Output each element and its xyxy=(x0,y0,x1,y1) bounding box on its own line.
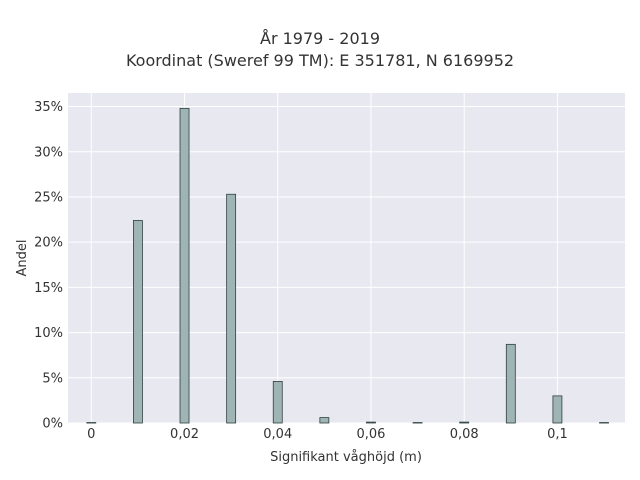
chart-subtitle: Koordinat (Sweref 99 TM): E 351781, N 61… xyxy=(125,51,515,70)
bar xyxy=(179,107,190,424)
y-tick-label: 20% xyxy=(34,236,63,251)
x-tick-label: 0,1 xyxy=(547,427,568,442)
y-tick-label: 10% xyxy=(34,326,63,341)
plot-area xyxy=(68,93,625,423)
y-axis-label: Andel xyxy=(15,240,30,277)
bar xyxy=(599,422,609,424)
chart-title: År 1979 - 2019 xyxy=(260,29,380,48)
y-tick-label: 5% xyxy=(42,371,63,386)
bar xyxy=(552,395,563,424)
x-tick-label: 0,06 xyxy=(356,427,385,442)
bar xyxy=(505,343,516,424)
y-tick-label: 35% xyxy=(34,100,63,115)
x-tick-label: 0,04 xyxy=(263,427,292,442)
y-tick-label: 15% xyxy=(34,281,63,296)
bar xyxy=(226,193,237,424)
y-tick-label: 0% xyxy=(42,417,63,432)
x-axis-label: Signifikant våghöjd (m) xyxy=(270,450,422,465)
bar xyxy=(86,422,97,424)
x-tick-label: 0,08 xyxy=(450,427,479,442)
bar xyxy=(133,220,143,424)
bar xyxy=(319,417,330,424)
bar xyxy=(366,421,376,424)
bar xyxy=(459,421,470,424)
bar xyxy=(272,381,283,424)
y-axis-ticks: 0% 5% 10% 15% 20% 25% 30% 35% xyxy=(34,100,63,431)
y-tick-label: 30% xyxy=(34,145,63,160)
bar xyxy=(412,422,423,424)
x-tick-label: 0 xyxy=(87,427,95,442)
x-tick-label: 0,02 xyxy=(170,427,199,442)
y-tick-label: 25% xyxy=(34,190,63,205)
bars xyxy=(86,107,609,424)
x-axis-ticks: 0 0,02 0,04 0,06 0,08 0,1 xyxy=(87,427,568,442)
